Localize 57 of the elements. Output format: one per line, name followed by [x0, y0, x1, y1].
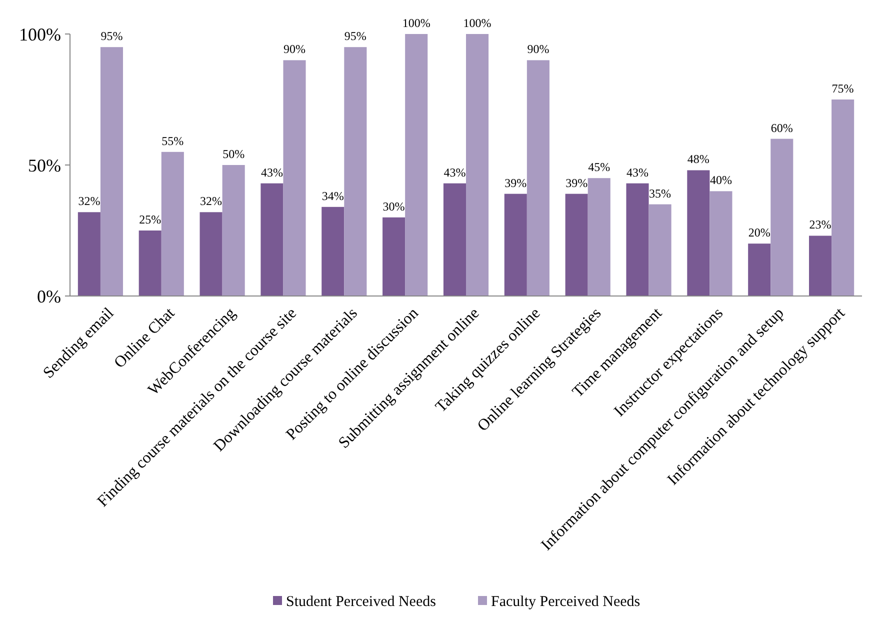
bar: [344, 47, 367, 296]
y-tick-label: 0%: [37, 286, 61, 306]
bar: [808, 236, 832, 296]
data-label: 60%: [770, 120, 793, 135]
data-label: 43%: [444, 165, 466, 180]
legend-label: Student Perceived Needs: [286, 594, 436, 610]
data-label: 25%: [139, 212, 162, 226]
data-label: 75%: [832, 82, 854, 96]
data-label: 39%: [504, 176, 527, 190]
bar: [770, 138, 794, 296]
bar: [382, 217, 406, 296]
bar: [466, 34, 489, 296]
data-label: 50%: [222, 147, 245, 161]
bar: [565, 194, 588, 296]
legend-label: Faculty Perceived Needs: [491, 594, 640, 610]
data-label: 35%: [649, 186, 672, 200]
data-label: 100%: [402, 16, 430, 30]
bar: [322, 206, 344, 296]
bar: [626, 183, 649, 296]
data-label: 90%: [284, 42, 306, 56]
data-label: 20%: [748, 226, 770, 240]
bar: [222, 165, 245, 296]
bar: [405, 34, 428, 296]
bar: [648, 204, 672, 296]
y-tick-label: 50%: [28, 155, 61, 176]
y-tick-label: 100%: [19, 24, 61, 44]
bar: [588, 178, 610, 296]
bar: [283, 60, 306, 296]
data-label: 45%: [588, 160, 610, 174]
bar: [200, 212, 222, 296]
bar: [748, 244, 771, 296]
data-label: 43%: [260, 165, 283, 180]
bar: [687, 170, 710, 296]
bar: [832, 100, 854, 296]
bar: [100, 47, 124, 296]
data-label: 48%: [687, 152, 710, 166]
data-label: 32%: [200, 194, 222, 208]
data-label: 95%: [100, 29, 123, 44]
bar: [138, 230, 162, 296]
bar: [260, 183, 284, 296]
bar: [443, 183, 466, 296]
data-label: 43%: [626, 165, 648, 180]
data-label: 34%: [322, 188, 344, 203]
data-label: 32%: [78, 194, 100, 208]
bar: [78, 212, 100, 296]
data-label: 39%: [566, 176, 588, 190]
data-label: 23%: [809, 218, 832, 232]
bar: [526, 60, 550, 296]
data-label: 95%: [344, 29, 366, 44]
bar: [710, 191, 732, 296]
bar: [504, 194, 527, 296]
data-label: 55%: [162, 134, 184, 148]
data-label: 40%: [710, 173, 732, 188]
data-label: 90%: [527, 42, 550, 56]
bar: [161, 152, 184, 296]
data-label: 30%: [382, 199, 405, 214]
data-label: 100%: [463, 16, 492, 30]
